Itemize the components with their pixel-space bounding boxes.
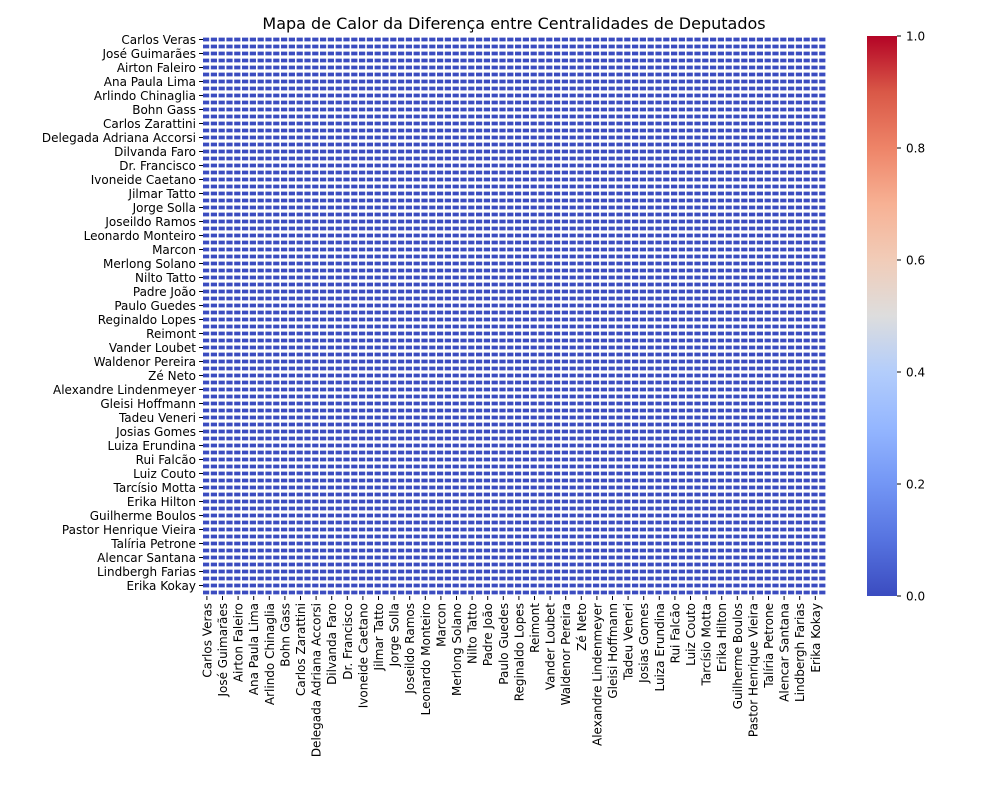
colorbar-tick-label: 0.0 (906, 590, 925, 604)
y-tick-label: Jilmar Tatto (128, 187, 196, 201)
colorbar-tick-label: 0.8 (906, 142, 925, 156)
y-tick-label: Carlos Veras (121, 33, 196, 47)
y-tick-label: Reginaldo Lopes (98, 313, 196, 327)
x-tick-label: Carlos Zarattini (294, 603, 308, 696)
y-tick-label: Reimont (146, 327, 196, 341)
x-tick-label: Padre João (481, 603, 495, 666)
y-tick-label: Luiza Erundina (107, 439, 196, 453)
y-tick-label: Joseildo Ramos (104, 215, 196, 229)
colorbar-tick-label: 0.2 (906, 478, 925, 492)
x-tick-label: Tarcísio Motta (700, 603, 714, 687)
y-tick-label: Luiz Couto (133, 467, 196, 481)
x-tick-label: Rui Falcão (668, 603, 682, 663)
y-tick-label: Paulo Guedes (114, 299, 196, 313)
y-tick-label: Zé Neto (148, 369, 196, 383)
x-tick-label: Gleisi Hoffmann (606, 603, 620, 699)
x-tick-label: Delegada Adriana Accorsi (310, 603, 324, 757)
colorbar-tick-label: 0.6 (906, 254, 925, 268)
y-tick-label: Dilvanda Faro (114, 145, 196, 159)
x-tick-label: Luiza Erundina (653, 603, 667, 692)
y-tick-label: Alencar Santana (97, 551, 196, 565)
y-tick-label: Ana Paula Lima (104, 75, 196, 89)
x-tick-label: Lindbergh Farias (793, 603, 807, 702)
y-tick-label: Delegada Adriana Accorsi (42, 131, 196, 145)
y-tick-label: Ivoneide Caetano (91, 173, 196, 187)
y-tick-label: Nilto Tatto (135, 271, 196, 285)
y-tick-label: Alexandre Lindenmeyer (53, 383, 196, 397)
y-tick-label: Arlindo Chinaglia (94, 89, 196, 103)
y-tick-label: Carlos Zarattini (103, 117, 196, 131)
y-tick-label: José Guimarães (101, 47, 196, 61)
x-tick-label: Jorge Solla (388, 603, 402, 667)
y-tick-label: Waldenor Pereira (94, 355, 196, 369)
y-tick-label: Tarcísio Motta (113, 481, 197, 495)
y-tick-label: Erika Hilton (127, 495, 196, 509)
y-tick-label: Vander Loubet (109, 341, 196, 355)
x-tick-label: Tadeu Veneri (622, 603, 636, 681)
y-tick-label: Leonardo Monteiro (84, 229, 196, 243)
x-tick-label: Talíria Petrone (762, 603, 776, 689)
x-tick-label: Zé Neto (575, 603, 589, 651)
x-tick-label: Bohn Gass (278, 603, 292, 667)
x-tick-label: Jilmar Tatto (372, 603, 386, 671)
x-tick-label: Reginaldo Lopes (512, 603, 526, 701)
x-tick-label: Luiz Couto (684, 603, 698, 666)
y-tick-label: Dr. Francisco (119, 159, 196, 173)
x-tick-label: Carlos Veras (200, 603, 214, 678)
x-tick-label: Paulo Guedes (497, 603, 511, 685)
y-tick-label: Guilherme Boulos (90, 509, 196, 523)
x-tick-label: Reimont (528, 603, 542, 653)
chart-title: Mapa de Calor da Diferença entre Central… (262, 14, 765, 33)
y-tick-label: Josias Gomes (115, 425, 196, 439)
colorbar-tick-label: 0.4 (906, 366, 925, 380)
x-tick-label: Erika Kokay (809, 603, 823, 673)
y-tick-label: Pastor Henrique Vieira (62, 523, 196, 537)
y-tick-label: Gleisi Hoffmann (100, 397, 196, 411)
x-tick-label: Nilto Tatto (466, 603, 480, 664)
x-tick-label: Dr. Francisco (341, 603, 355, 680)
heatmap-plot-area (203, 36, 827, 596)
x-tick-label: Ana Paula Lima (247, 603, 261, 695)
x-tick-label: Pastor Henrique Vieira (746, 603, 760, 737)
x-tick-label: Dilvanda Faro (325, 603, 339, 685)
y-tick-label: Lindbergh Farias (97, 565, 196, 579)
colorbar: 0.0 0.2 0.4 0.6 0.8 1.0 (867, 30, 925, 604)
y-tick-label: Tadeu Veneri (118, 411, 196, 425)
x-tick-label: Leonardo Monteiro (419, 603, 433, 715)
x-tick-label: Merlong Solano (450, 603, 464, 696)
x-tick-label: Airton Faleiro (232, 603, 246, 682)
x-tick-label: Alexandre Lindenmeyer (590, 603, 604, 746)
x-tick-label: Vander Loubet (544, 603, 558, 690)
x-tick-label: Josias Gomes (637, 603, 651, 684)
y-tick-label: Airton Faleiro (117, 61, 196, 75)
y-tick-label: Bohn Gass (132, 103, 196, 117)
x-tick-label: Joseildo Ramos (403, 603, 417, 695)
y-tick-label: Marcon (152, 243, 196, 257)
x-tick-label: Erika Hilton (715, 603, 729, 672)
colorbar-tick-label: 1.0 (906, 30, 925, 44)
y-tick-label: Jorge Solla (132, 201, 196, 215)
y-tick-label: Talíria Petrone (110, 537, 196, 551)
y-tick-label: Rui Falcão (136, 453, 196, 467)
y-tick-label: Erika Kokay (126, 579, 196, 593)
x-tick-label: Alencar Santana (778, 603, 792, 702)
x-tick-label: Guilherme Boulos (731, 603, 745, 709)
heatmap-background (203, 36, 827, 596)
x-tick-label: Marcon (434, 603, 448, 647)
x-tick-label: Ivoneide Caetano (356, 603, 370, 708)
y-tick-label: Merlong Solano (103, 257, 196, 271)
y-tick-label: Padre João (133, 285, 196, 299)
x-tick-label: Waldenor Pereira (559, 603, 573, 705)
x-tick-label: Arlindo Chinaglia (263, 603, 277, 705)
x-tick-label: José Guimarães (216, 603, 230, 698)
colorbar-gradient (867, 36, 897, 596)
x-axis: Carlos Veras José Guimarães Airton Faleiro… (200, 596, 823, 757)
colorbar-axis: 0.0 0.2 0.4 0.6 0.8 1.0 (897, 30, 925, 604)
